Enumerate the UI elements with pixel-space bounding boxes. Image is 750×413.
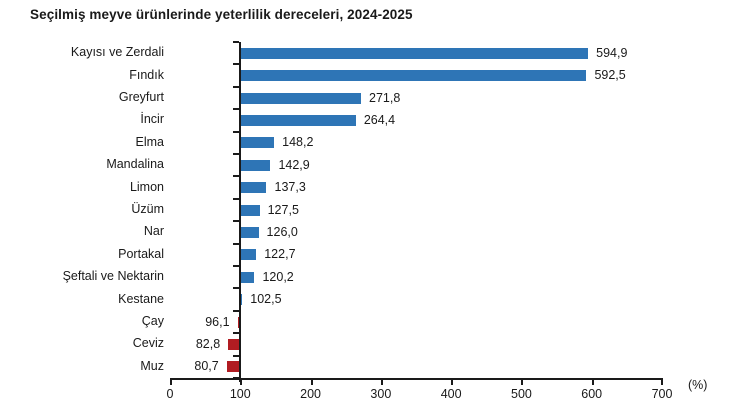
value-label: 271,8: [369, 90, 401, 105]
value-label: 137,3: [274, 180, 306, 195]
x-axis-tick: [521, 380, 524, 385]
category-tick: [233, 175, 240, 178]
value-label: 126,0: [266, 224, 298, 239]
value-label: 594,9: [596, 45, 628, 60]
category-label: İncir: [140, 112, 164, 127]
category-tick: [233, 354, 240, 357]
x-axis: [170, 378, 663, 380]
category-tick: [233, 220, 240, 223]
bar: [240, 159, 271, 171]
value-label: 142,9: [278, 157, 310, 172]
category-tick: [233, 63, 240, 66]
bar: [237, 316, 241, 328]
category-tick: [233, 153, 240, 155]
x-axis-tick: [240, 380, 243, 385]
x-axis-tick-label: 0: [166, 387, 174, 401]
category-label: Nar: [143, 224, 164, 239]
category-tick: [233, 85, 240, 88]
category-tick: [233, 332, 240, 335]
x-axis-tick-label: 200: [300, 387, 321, 401]
category-label: Kestane: [118, 291, 164, 306]
bar: [240, 70, 587, 82]
chart-title: Seçilmiş meyve ürünlerinde yeterlilik de…: [30, 7, 413, 22]
x-axis-tick: [661, 380, 663, 385]
value-label: 82,8: [195, 336, 221, 351]
value-label: 120,2: [262, 269, 294, 284]
category-label: Muz: [140, 358, 164, 373]
bar: [228, 338, 241, 350]
bar: [240, 204, 260, 216]
category-label: Greyfurt: [118, 90, 164, 104]
category-tick: [233, 41, 240, 43]
value-label: 80,7: [194, 359, 219, 374]
x-axis-tick: [170, 380, 172, 385]
bar: [240, 249, 257, 261]
x-axis-tick-label: 500: [510, 387, 532, 401]
category-tick: [233, 287, 240, 290]
value-label: 264,4: [363, 112, 396, 127]
value-label: 592,5: [594, 68, 626, 83]
category-label: Kayısı ve Zerdali: [70, 45, 164, 60]
x-axis-tick-label: 400: [440, 387, 462, 401]
category-label: Ceviz: [132, 336, 164, 351]
category-label: Üzüm: [131, 202, 164, 216]
bar: [240, 271, 255, 283]
category-tick: [233, 242, 240, 245]
category-tick: [233, 309, 240, 312]
value-label: 102,5: [250, 292, 282, 307]
category-label: Şeftali ve Nektarin: [62, 269, 164, 284]
x-axis-tick-label: 700: [651, 387, 673, 401]
category-label: Fındık: [129, 67, 164, 82]
category-tick: [233, 265, 240, 267]
value-label: 127,5: [267, 202, 299, 217]
x-axis-tick: [451, 380, 454, 385]
bar: [240, 114, 356, 126]
bar: [240, 47, 589, 59]
bar: [240, 226, 259, 238]
category-label: Limon: [129, 179, 164, 194]
category-tick: [233, 130, 240, 133]
bar: [240, 294, 243, 306]
x-axis-tick: [591, 380, 594, 385]
value-label: 96,1: [205, 314, 230, 329]
x-axis-tick-label: 600: [581, 387, 603, 401]
bar: [240, 137, 275, 149]
value-label: 122,7: [264, 247, 296, 262]
value-label: 148,2: [282, 135, 314, 150]
category-tick: [233, 197, 240, 200]
bar: [226, 361, 241, 373]
category-label: Mandalina: [106, 157, 164, 172]
bar: [240, 92, 362, 104]
x-axis-tick-label: 100: [229, 387, 251, 401]
x-axis-tick: [310, 380, 313, 385]
bar: [240, 182, 267, 194]
x-axis-tick-label: 300: [370, 387, 392, 401]
plot-area: Kayısı ve Zerdali 594,9 Fındık 592,5 Greyfur…: [63, 41, 672, 401]
category-tick: [233, 108, 240, 111]
x-axis-unit-label: (%): [688, 378, 708, 392]
category-label: Çay: [141, 314, 164, 328]
category-label: Elma: [135, 134, 164, 149]
x-axis-tick: [380, 380, 383, 385]
baseline-axis-100: [239, 42, 242, 382]
category-label: Portakal: [118, 246, 164, 261]
